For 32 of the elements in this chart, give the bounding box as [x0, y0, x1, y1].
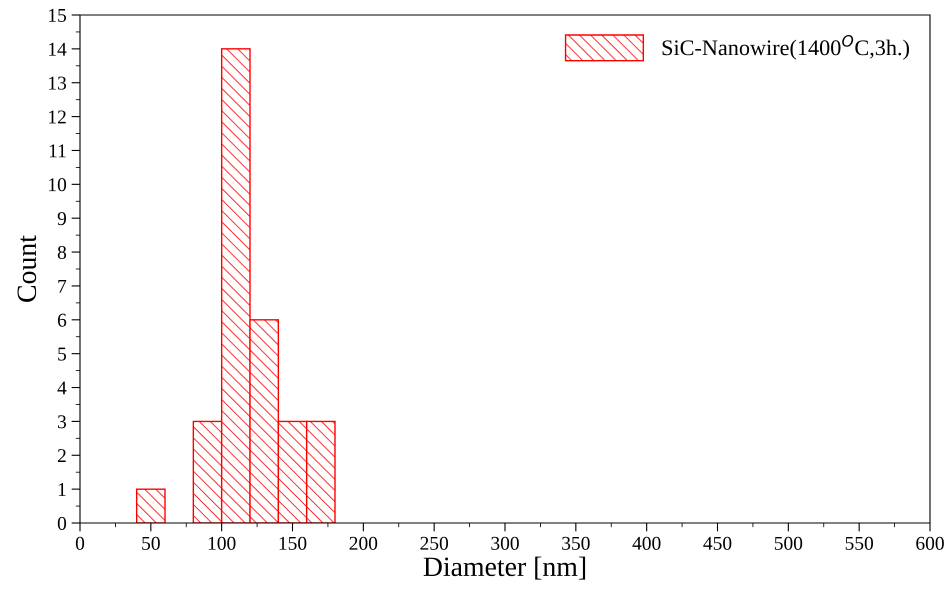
x-tick-label: 0 — [76, 536, 84, 550]
y-tick-label: 6 — [58, 314, 66, 327]
y-axis-title: Count — [17, 235, 36, 302]
y-tick-label: 12 — [49, 110, 66, 124]
y-tick-label: 15 — [49, 8, 66, 22]
y-tick-label: 13 — [49, 76, 66, 90]
y-tick-label: 7 — [58, 280, 66, 293]
x-tick-label: 550 — [846, 536, 874, 550]
x-tick-label: 150 — [280, 536, 306, 550]
legend-label: SiC-Nanowire(1400$^{O}$C,3h.) — [662, 35, 909, 60]
x-tick-label: 400 — [632, 536, 661, 550]
y-tick-label: 8 — [58, 246, 66, 260]
x-tick-label: 250 — [420, 536, 448, 550]
y-tick-label: 2 — [58, 449, 66, 462]
y-tick-label: 1 — [58, 483, 66, 496]
y-tick-label: 3 — [58, 415, 66, 428]
x-tick-label: 600 — [916, 536, 944, 550]
x-tick-label: 450 — [703, 536, 732, 550]
y-tick-label: 9 — [58, 212, 66, 226]
x-tick-label: 50 — [142, 536, 160, 550]
x-tick-label: 500 — [774, 536, 802, 550]
x-tick-label: 300 — [491, 536, 519, 550]
y-tick-label: 5 — [58, 348, 66, 361]
y-tick-label: 0 — [58, 516, 66, 530]
x-axis-title: Diameter [nm] — [424, 556, 586, 580]
x-tick-label: 100 — [208, 536, 236, 550]
x-tick-label: 200 — [350, 536, 378, 550]
y-tick-label: 14 — [49, 42, 66, 56]
x-tick-label: 350 — [562, 536, 590, 550]
y-tick-label: 4 — [57, 381, 66, 394]
y-tick-label: 10 — [49, 178, 66, 192]
y-tick-label: 11 — [50, 144, 66, 158]
